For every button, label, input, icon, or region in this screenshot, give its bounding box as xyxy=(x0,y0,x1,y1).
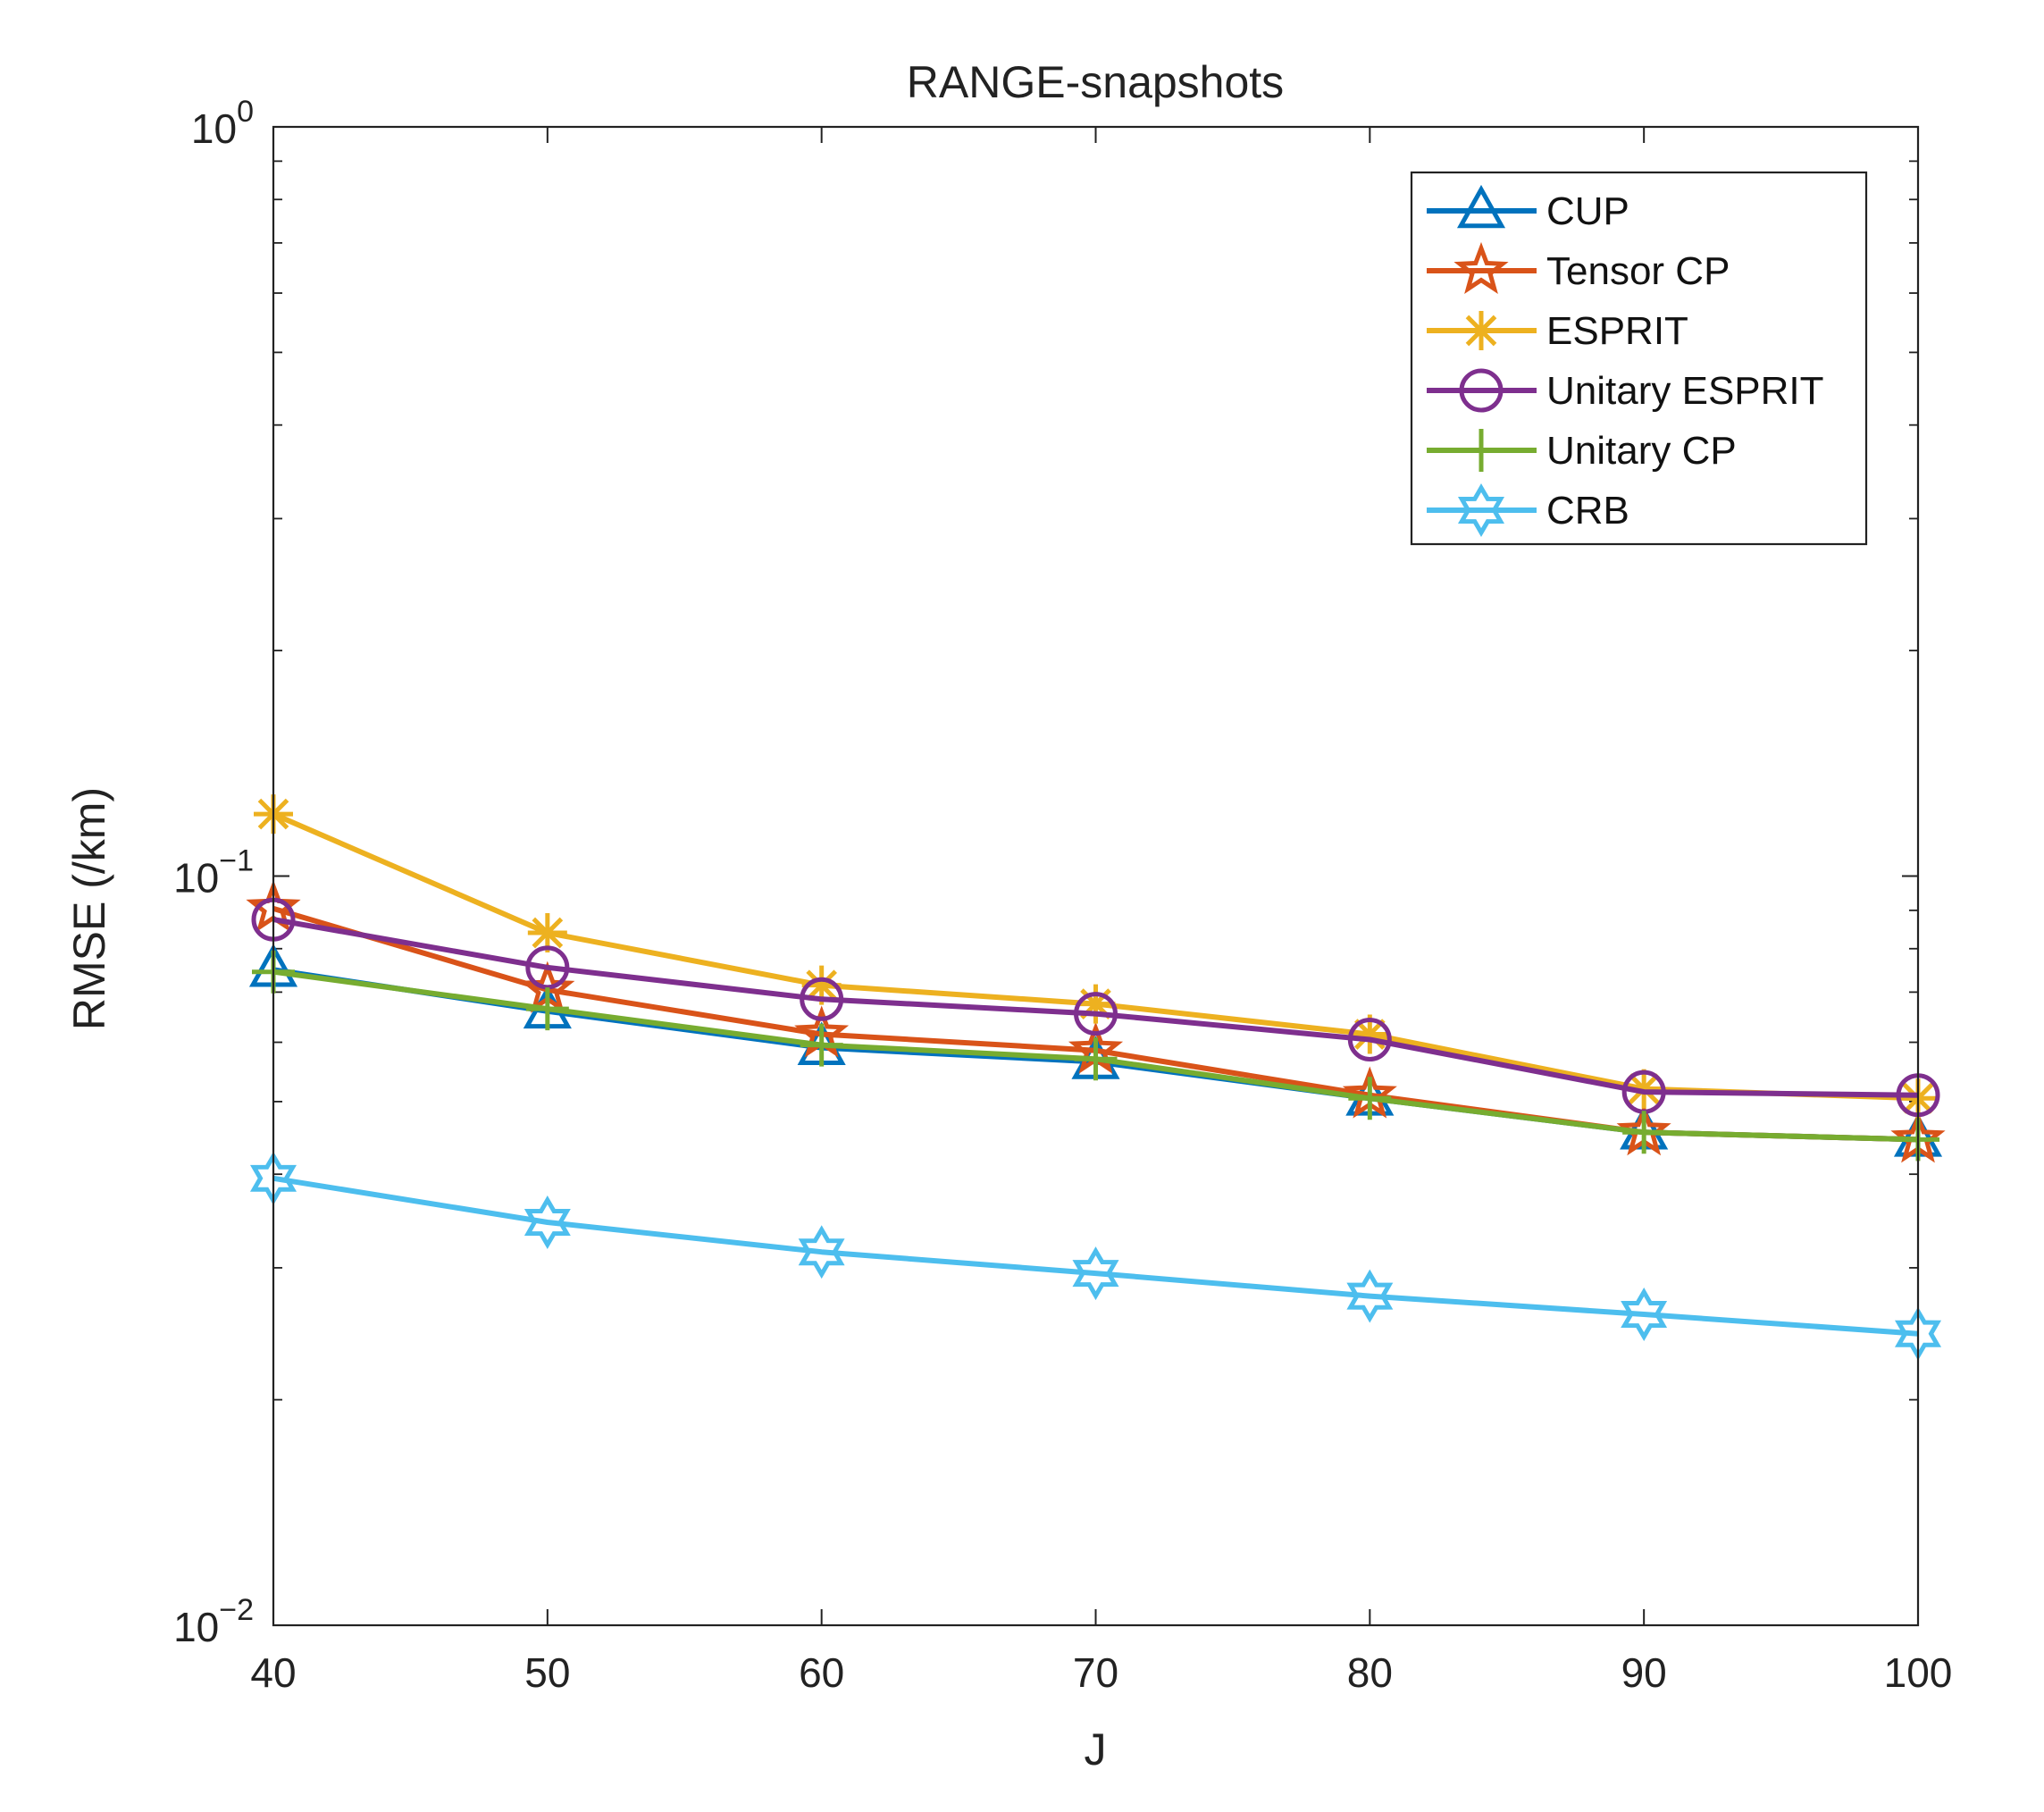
data-point-crb xyxy=(1072,1246,1119,1301)
legend-marker-unitary-esprit xyxy=(1459,368,1504,413)
legend-marker-tensor-cp xyxy=(1453,241,1509,294)
data-point-unitary-esprit xyxy=(1347,1017,1392,1061)
data-point-esprit xyxy=(1624,1069,1664,1109)
x-tick-label: 40 xyxy=(250,1649,296,1696)
x-tick-label: 100 xyxy=(1884,1649,1953,1696)
legend-item-unitary-cp: Unitary CP xyxy=(1427,429,1737,473)
legend-label-unitary-esprit: Unitary ESPRIT xyxy=(1546,369,1824,413)
data-point-unitary-cp xyxy=(1074,1037,1118,1081)
legend: CUP Tensor CP ESPRIT Unitary ESPRIT Unitary … xyxy=(1410,171,1868,546)
series-line-crb xyxy=(272,1175,1919,1337)
series-unitary-cp xyxy=(252,950,1939,1162)
data-point-crb xyxy=(798,1225,845,1279)
data-point-unitary-cp xyxy=(525,987,569,1031)
data-point-unitary-cp xyxy=(800,1023,843,1067)
data-point-crb xyxy=(1346,1269,1394,1323)
legend-marker-crb xyxy=(1457,483,1505,537)
x-tick-label: 90 xyxy=(1621,1649,1667,1696)
y-tick-label: 10−2 xyxy=(173,1593,254,1650)
legend-item-tensor-cp: Tensor CP xyxy=(1427,241,1730,294)
y-axis-label: RMSE (/km) xyxy=(64,787,114,1030)
x-tick-label: 60 xyxy=(799,1649,844,1696)
y-tick-label: 10−1 xyxy=(173,844,254,902)
legend-marker-unitary-cp xyxy=(1460,429,1503,472)
x-tick-label: 50 xyxy=(524,1649,570,1696)
legend-label-esprit: ESPRIT xyxy=(1546,309,1688,353)
chart-title: RANGE-snapshots xyxy=(907,57,1284,107)
legend-marker-esprit xyxy=(1462,311,1501,350)
x-axis-label: J xyxy=(1085,1724,1107,1774)
data-point-crb xyxy=(524,1195,571,1249)
legend-marker-cup xyxy=(1456,184,1506,229)
legend-item-crb: CRB xyxy=(1427,483,1629,537)
y-tick-label: 100 xyxy=(191,95,254,152)
data-point-unitary-esprit xyxy=(1074,992,1118,1036)
legend-item-esprit: ESPRIT xyxy=(1427,309,1688,353)
x-tick-label: 80 xyxy=(1347,1649,1393,1696)
data-point-crb xyxy=(1621,1288,1668,1341)
data-point-unitary-esprit xyxy=(800,977,844,1021)
legend-label-unitary-cp: Unitary CP xyxy=(1546,429,1737,473)
series-line-unitary-esprit xyxy=(272,917,1919,1098)
data-point-unitary-cp xyxy=(1622,1111,1666,1154)
legend-label-crb: CRB xyxy=(1546,489,1629,533)
data-point-unitary-cp xyxy=(1348,1077,1392,1120)
plot-frame xyxy=(272,125,1920,1627)
legend-label-tensor-cp: Tensor CP xyxy=(1546,249,1730,293)
legend-item-cup: CUP xyxy=(1427,184,1629,233)
legend-item-unitary-esprit: Unitary ESPRIT xyxy=(1427,368,1824,413)
legend-label-cup: CUP xyxy=(1546,189,1629,233)
x-tick-label: 70 xyxy=(1073,1649,1118,1696)
data-point-unitary-esprit xyxy=(525,945,570,990)
